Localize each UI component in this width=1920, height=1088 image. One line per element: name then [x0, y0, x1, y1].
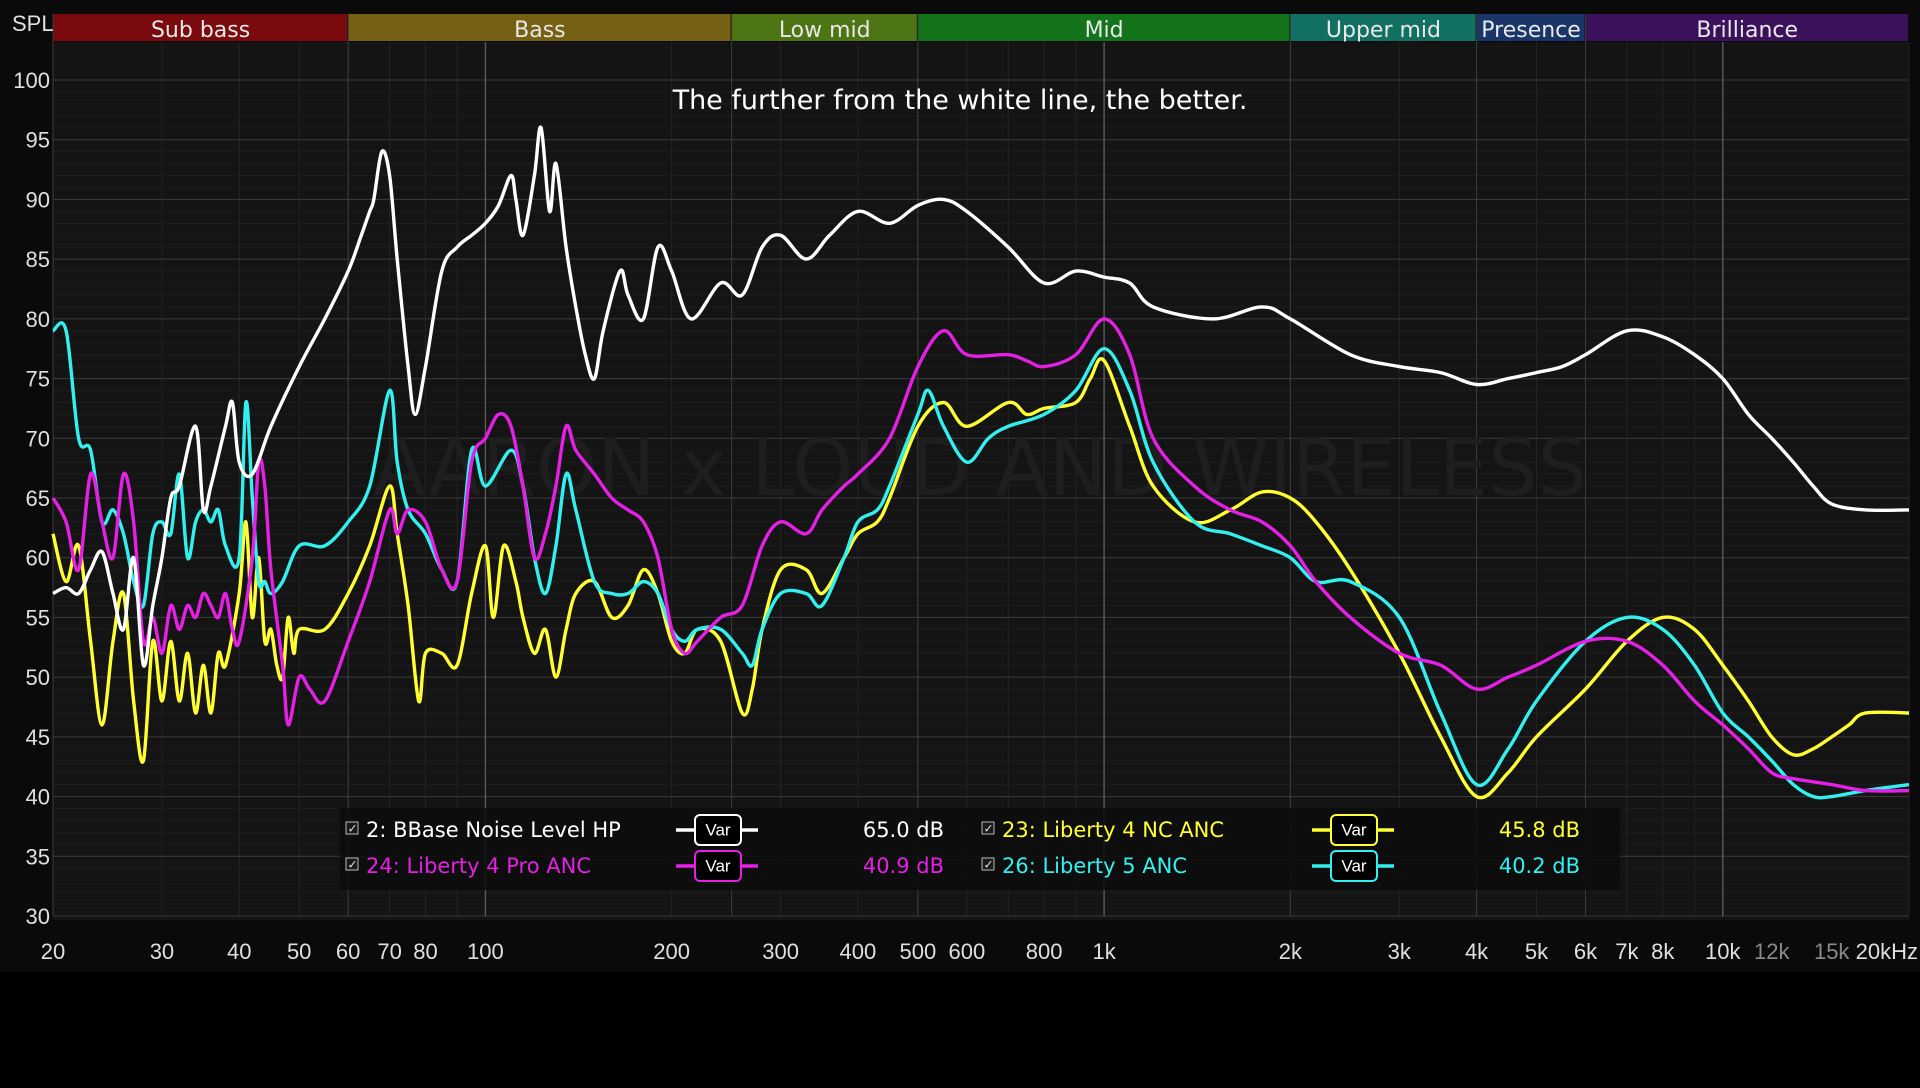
band-label: Sub bass — [151, 18, 250, 43]
y-tick-label: 50 — [26, 665, 50, 690]
legend-series-name: 24: Liberty 4 Pro ANC — [366, 854, 591, 878]
series-line — [52, 321, 1910, 800]
x-tick-label: 15k — [1814, 939, 1850, 964]
x-tick-label: 8k — [1651, 939, 1675, 964]
x-tick-label: 200 — [653, 939, 690, 964]
frequency-bands: Sub bass Bass Low mid Mid Upper mid Presence B… — [52, 14, 1908, 916]
frequency-response-chart: Sub bass Bass Low mid Mid Upper mid Presence B… — [12, 11, 1918, 964]
x-tick-label: 10k — [1705, 939, 1741, 964]
chart-annotation: The further from the white line, the bet… — [672, 85, 1248, 116]
x-tick-label: 3k — [1388, 939, 1412, 964]
x-tick-label: 800 — [1026, 939, 1063, 964]
y-tick-label: 100 — [13, 68, 50, 93]
band-segment — [348, 14, 731, 41]
legend-checkbox[interactable] — [345, 821, 359, 835]
var-button[interactable] — [1330, 850, 1378, 882]
y-tick-label: 70 — [26, 426, 50, 451]
legend-value: 45.8 dB — [1499, 818, 1580, 842]
legend-value: 40.2 dB — [1499, 854, 1580, 878]
x-tick-label: 12k — [1754, 939, 1790, 964]
legend-checkbox[interactable] — [981, 857, 995, 871]
legend-series-name: 2: BBase Noise Level HP — [366, 818, 621, 842]
y-axis-label: SPL — [12, 11, 54, 36]
band-label: Upper mid — [1326, 18, 1441, 43]
band-segment — [917, 14, 1290, 41]
x-tick-label: 40 — [227, 939, 251, 964]
x-tick-label: 600 — [948, 939, 985, 964]
band-label: Low mid — [779, 18, 871, 43]
var-button[interactable] — [694, 814, 742, 846]
band-segment — [1476, 14, 1585, 41]
x-tick-label: 300 — [762, 939, 799, 964]
y-tick-label: 90 — [26, 187, 50, 212]
band-label: Mid — [1085, 18, 1124, 43]
band-label: Presence — [1481, 18, 1581, 43]
legend-value: 40.9 dB — [863, 854, 944, 878]
var-button[interactable] — [1330, 814, 1378, 846]
y-tick-label: 40 — [26, 785, 50, 810]
y-tick-label: 65 — [26, 486, 50, 511]
legend-series-name: 23: Liberty 4 NC ANC — [1002, 818, 1224, 842]
y-tick-label: 55 — [26, 605, 50, 630]
series-line — [52, 125, 1910, 668]
legend-value: 65.0 dB — [863, 818, 944, 842]
legend-item[interactable]: ✓ 24: Liberty 4 Pro ANC Var 40.9 dB — [345, 850, 944, 882]
check-icon: ✓ — [984, 858, 994, 872]
var-button-label: Var — [1341, 821, 1367, 840]
x-tick-label: 2k — [1279, 939, 1303, 964]
legend-item[interactable]: ✓ 2: BBase Noise Level HP Var 65.0 dB — [345, 814, 944, 846]
x-tick-label: 500 — [899, 939, 936, 964]
x-tick-label: 5k — [1525, 939, 1549, 964]
var-button[interactable] — [694, 850, 742, 882]
y-tick-label: 80 — [26, 307, 50, 332]
y-tick-label: 45 — [26, 725, 50, 750]
x-tick-label: 1k — [1092, 939, 1116, 964]
x-tick-label: 50 — [287, 939, 311, 964]
legend: ✓ 2: BBase Noise Level HP Var 65.0 dB ✓ 23: L… — [340, 808, 1620, 890]
legend-item[interactable]: ✓ 26: Liberty 5 ANC Var 40.2 dB — [981, 850, 1580, 882]
check-icon: ✓ — [348, 858, 358, 872]
x-tick-label: 20 — [41, 939, 65, 964]
y-tick-label: 60 — [26, 546, 50, 571]
legend-checkbox[interactable] — [345, 857, 359, 871]
band-segment — [1585, 14, 1908, 41]
var-button-label: Var — [705, 857, 731, 876]
legend-checkbox[interactable] — [981, 821, 995, 835]
var-button-label: Var — [705, 821, 731, 840]
y-tick-label: 30 — [26, 904, 50, 929]
x-tick-label: 30 — [150, 939, 174, 964]
x-tick-label: 4k — [1465, 939, 1489, 964]
y-axis-ticks: 30 35 40 45 50 55 60 65 70 75 80 85 90 95 100 — [13, 68, 50, 929]
x-axis-ticks: 20 30 40 50 60 70 80 100 200 300 400 500 600 800 1k 2k 3… — [41, 939, 1918, 964]
var-button-label: Var — [1341, 857, 1367, 876]
band-label: Bass — [514, 18, 566, 43]
x-tick-label: 400 — [840, 939, 877, 964]
x-tick-label: 60 — [336, 939, 360, 964]
band-segment — [1290, 14, 1476, 41]
x-tick-label: 100 — [467, 939, 504, 964]
x-tick-label: 80 — [413, 939, 437, 964]
legend-background — [340, 808, 1620, 890]
legend-item[interactable]: ✓ 23: Liberty 4 NC ANC Var 45.8 dB — [981, 814, 1580, 846]
y-tick-label: 85 — [26, 247, 50, 272]
series-line — [51, 317, 1910, 793]
band-segment — [53, 14, 348, 41]
y-tick-label: 75 — [26, 367, 50, 392]
check-icon: ✓ — [348, 822, 358, 836]
band-segment — [731, 14, 917, 41]
legend-series-name: 26: Liberty 5 ANC — [1002, 854, 1187, 878]
watermark: AARON x LOUD AND WIRELESS — [373, 424, 1588, 514]
x-tick-label: 20kHz — [1856, 939, 1918, 964]
check-icon: ✓ — [984, 822, 994, 836]
y-tick-label: 35 — [26, 844, 50, 869]
x-tick-label: 6k — [1574, 939, 1598, 964]
x-tick-label: 70 — [377, 939, 401, 964]
x-tick-label: 7k — [1615, 939, 1639, 964]
plot-area — [53, 42, 1909, 920]
y-tick-label: 95 — [26, 128, 50, 153]
series-lines — [51, 125, 1910, 800]
band-label: Brilliance — [1696, 18, 1798, 43]
